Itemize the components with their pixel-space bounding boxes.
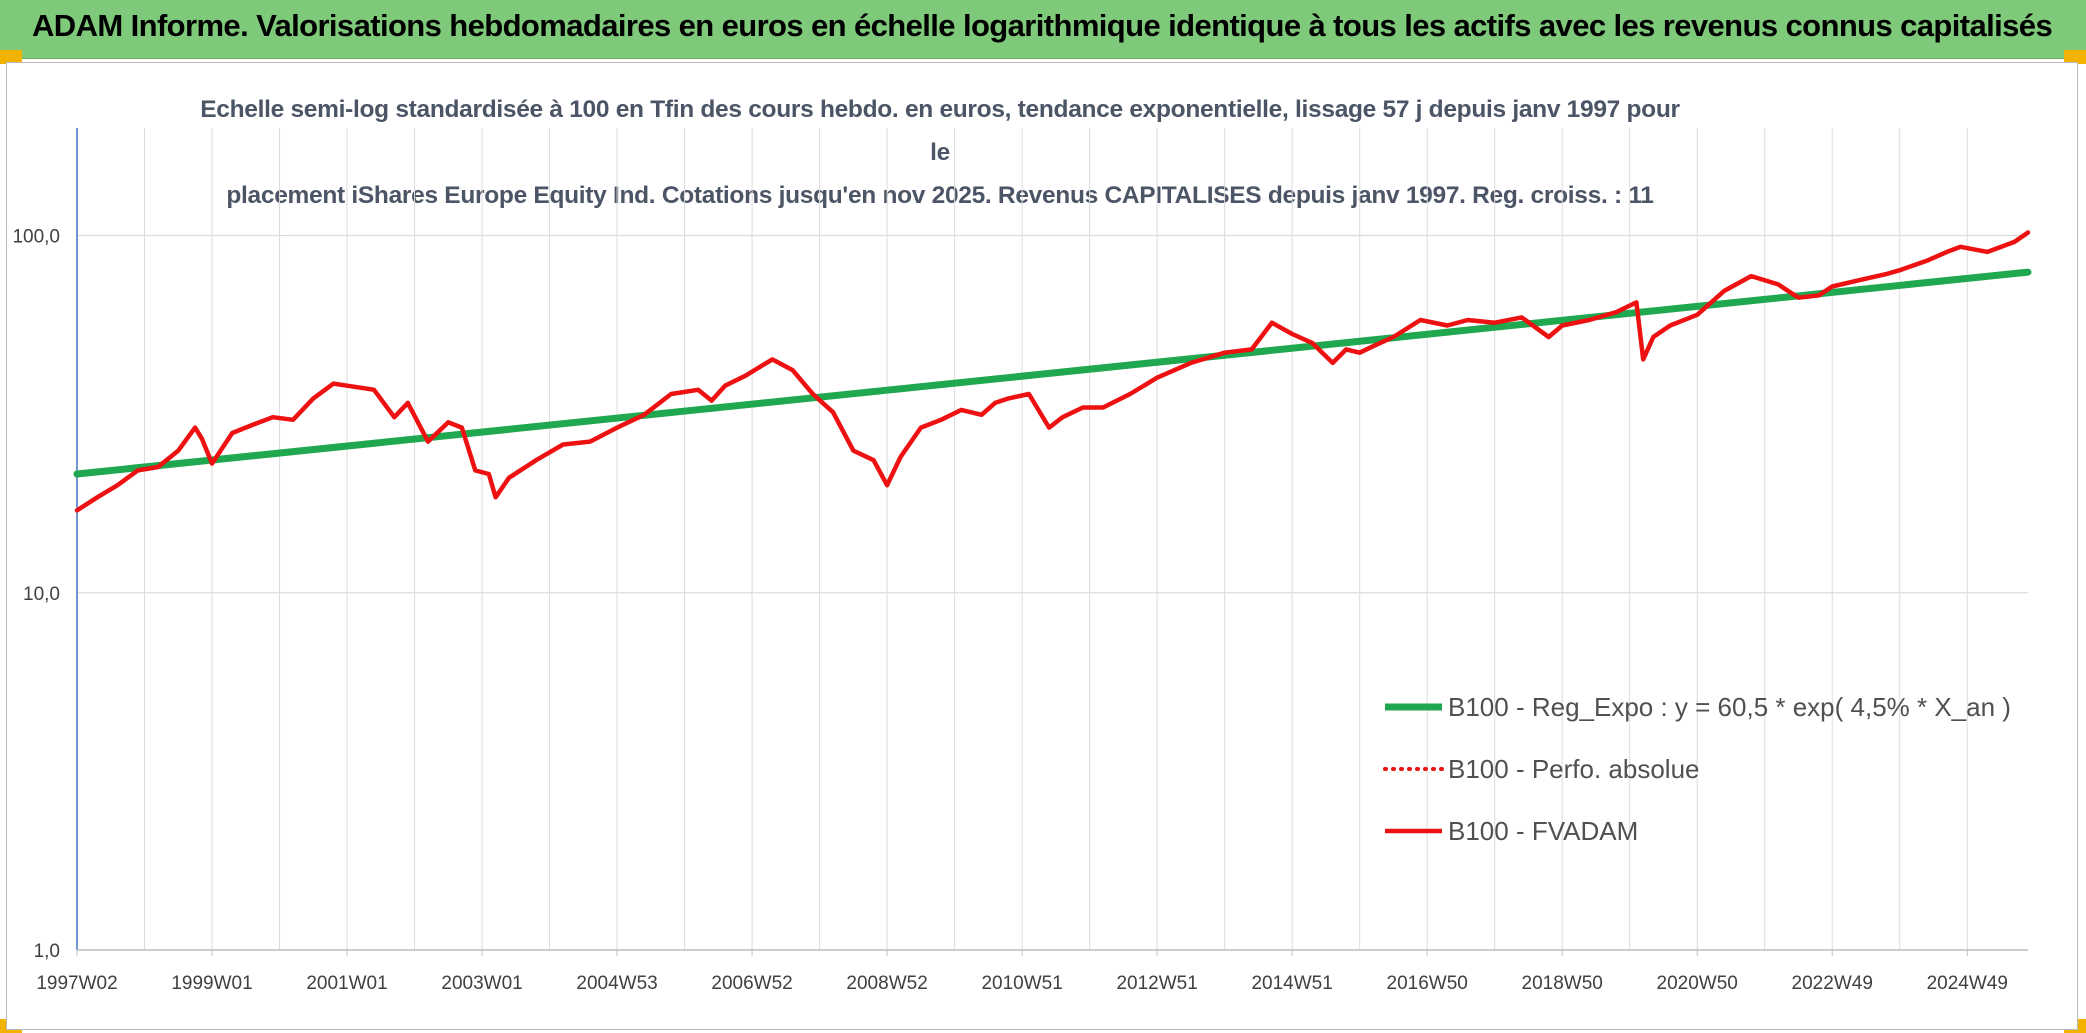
series-line-fvadam [74,230,2031,513]
y-tick-label: 1,0 [34,941,60,962]
x-tick-label: 2008W52 [846,973,927,994]
x-tick-label: 2018W50 [1522,973,1603,994]
x-tick-label: 2004W53 [576,973,657,994]
x-axis-ticks: 1997W02 1999W01 2001W01 2003W01 2004W53 2006W… [36,950,2008,994]
x-tick-label: 2010W51 [981,973,1062,994]
x-tick-label: 2006W52 [711,973,792,994]
legend: B100 - Reg_Expo : y = 60,5 * exp( 4,5% *… [1383,692,2011,846]
y-tick-label: 100,0 [12,227,60,248]
banner-title: ADAM Informe. Valorisations hebdomadaire… [32,8,2053,43]
corner-marker-top-right [2064,50,2086,64]
x-tick-label: 2012W51 [1116,973,1197,994]
x-tick-label: 2020W50 [1657,973,1738,994]
x-tick-label: 2001W01 [306,973,387,994]
horizontal-gridlines [77,234,2028,951]
legend-label: B100 - Reg_Expo : y = 60,5 * exp( 4,5% *… [1448,692,2011,722]
x-tick-label: 1997W02 [36,973,117,994]
legend-label: B100 - FVADAM [1448,816,1638,846]
corner-marker-top-left [0,50,22,64]
x-tick-label: 2022W49 [1792,973,1873,994]
legend-label: B100 - Perfo. absolue [1448,754,1700,784]
chart-frame [6,62,2078,1030]
series-lines [73,230,2032,513]
vertical-gridlines [144,128,1968,950]
chart-title-line-1: Echelle semi-log standardisée à 100 en T… [200,96,1680,166]
y-tick-label: 10,0 [23,584,60,605]
x-tick-label: 2003W01 [441,973,522,994]
axes [76,128,2028,951]
report-banner: ADAM Informe. Valorisations hebdomadaire… [0,0,2086,59]
y-axis-ticks: 1,0 10,0 100,0 [12,227,60,962]
x-tick-label: 2024W49 [1927,973,2008,994]
x-tick-label: 2016W50 [1387,973,1468,994]
chart-title-line-2: placement iShares Europe Equity Ind. Cot… [226,182,1654,209]
series-line-reg-expo [73,268,2032,478]
x-tick-label: 1999W01 [171,973,252,994]
x-tick-label: 2014W51 [1251,973,1332,994]
chart-title: Echelle semi-log standardisée à 100 en T… [200,88,1680,217]
